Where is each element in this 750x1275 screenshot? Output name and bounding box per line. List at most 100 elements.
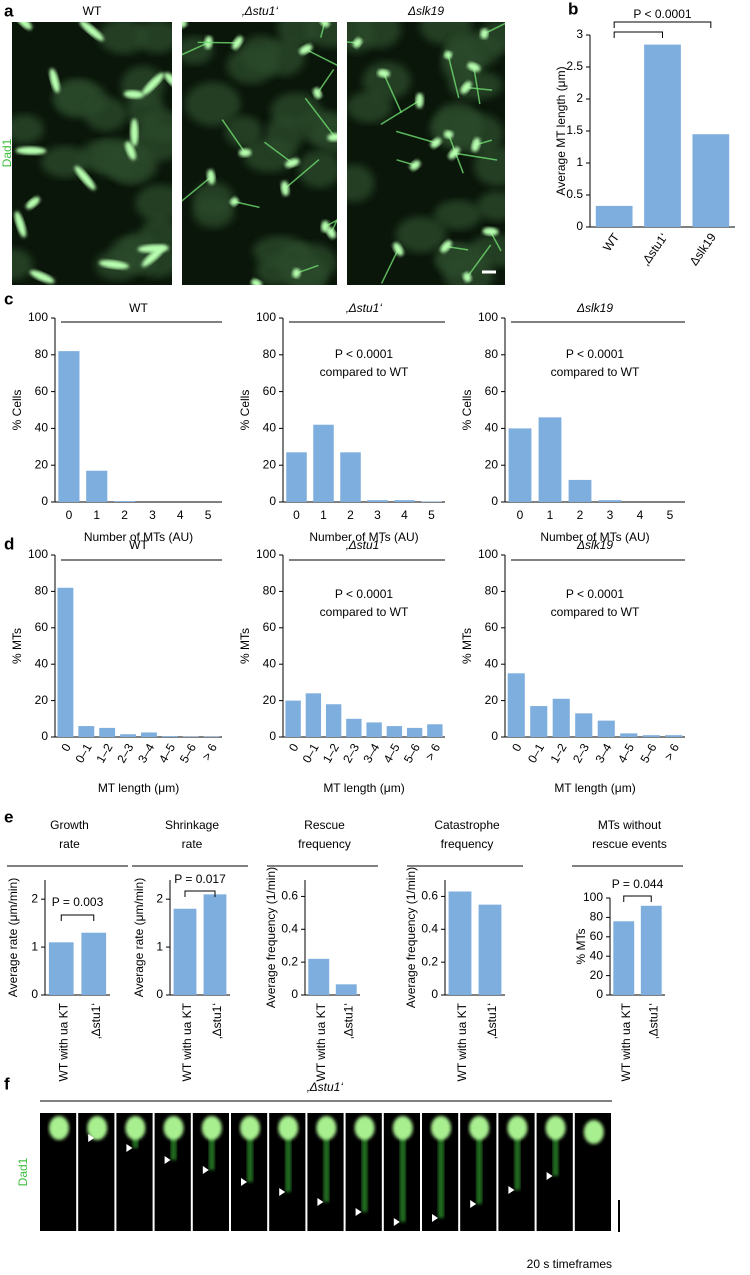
tail (323, 1130, 330, 1202)
significance-bracket (613, 31, 663, 38)
x-tick-label: 5–6 (637, 741, 659, 766)
bar (340, 452, 361, 502)
arrowhead (202, 1166, 209, 1174)
channel-label: Dad1 (0, 138, 14, 167)
x-tick-label: 3–4 (592, 741, 614, 766)
y-tick-label: 0 (291, 987, 298, 1001)
x-tick-label: 3–4 (135, 741, 157, 766)
spindle (98, 260, 129, 269)
spindle (448, 147, 460, 160)
arrowhead (164, 1156, 171, 1164)
y-tick-label: 40 (590, 948, 604, 962)
microtubule (263, 141, 293, 164)
significance-bracket (613, 21, 712, 28)
microtubule (330, 218, 337, 233)
microtubule (182, 176, 212, 202)
x-tick-label: 4–5 (381, 741, 403, 766)
x-axis-label: MT length (μm) (323, 781, 404, 795)
spindle (299, 44, 313, 55)
channel-label: Dad1 (16, 1157, 30, 1186)
chart-title: frequency (298, 837, 351, 851)
arrowhead (470, 1200, 477, 1208)
tail (514, 1130, 521, 1190)
cell (443, 256, 494, 285)
spindle (15, 146, 47, 155)
arrowhead (546, 1172, 553, 1180)
arrowhead (508, 1186, 515, 1194)
cell (474, 145, 505, 187)
y-tick-label: 1.5 (566, 123, 583, 137)
cell (192, 181, 234, 218)
x-tick-label: ‚Δstu1‘ (210, 1003, 224, 1039)
spindle (142, 72, 165, 96)
x-tick-label: 1–2 (93, 741, 115, 766)
x-tick-label: 5 (667, 508, 674, 522)
microtubule (221, 119, 246, 154)
y-tick-label: 0 (41, 494, 48, 508)
x-tick-label: WT with ua KT (619, 1002, 633, 1081)
bar (58, 351, 80, 502)
arrowhead (279, 1188, 286, 1196)
arrowhead (317, 1198, 324, 1206)
cell (135, 184, 172, 222)
kinetochore-blob (507, 1116, 528, 1140)
cell (12, 248, 33, 280)
spindle (230, 197, 239, 206)
y-tick-label: 0 (596, 987, 603, 1001)
tail (170, 1130, 177, 1160)
y-tick-label: 80 (590, 910, 604, 924)
bar (386, 726, 403, 737)
y-tick-label: 100 (478, 310, 498, 324)
bar (57, 587, 74, 737)
annotation: compared to WT (320, 605, 409, 619)
image (12, 22, 172, 284)
spindle (327, 133, 337, 142)
cell (441, 41, 480, 85)
significance-bracket (184, 890, 216, 897)
y-tick-label: 40 (263, 656, 277, 670)
spindle (480, 28, 489, 39)
annotation: compared to WT (551, 365, 640, 379)
spindle (137, 244, 169, 253)
y-tick-label: 80 (263, 584, 277, 598)
y-tick-label: 100 (583, 890, 603, 904)
x-tick-label: 3 (607, 508, 614, 522)
annotation: compared to WT (551, 605, 640, 619)
y-tick-label: 20 (485, 457, 499, 471)
spindle (460, 81, 472, 94)
y-tick-label: 60 (485, 620, 499, 634)
y-tick-label: 0.5 (566, 187, 583, 201)
annotation: P < 0.0001 (335, 587, 393, 601)
spindle (292, 268, 301, 279)
y-axis-label: % Cells (10, 390, 24, 431)
spindle (74, 165, 96, 190)
bar (665, 735, 683, 737)
bar (538, 417, 562, 502)
spindle (123, 90, 144, 99)
spindle (463, 272, 472, 283)
spindle (164, 72, 172, 88)
spindle (409, 160, 421, 171)
spindle (443, 130, 454, 139)
bar (325, 704, 342, 737)
annotation: P = 0.017 (174, 872, 226, 886)
chart-title: Δslk19 (576, 301, 613, 315)
y-tick-label: 2 (576, 91, 583, 105)
y-tick-label: 80 (485, 584, 499, 598)
y-axis-label: % MTs (460, 628, 474, 664)
image-label: WT (83, 4, 102, 18)
arrowhead (432, 1214, 438, 1222)
y-tick-label: 0 (576, 219, 583, 233)
y-tick-label: 20 (35, 693, 49, 707)
y-axis-label: Average rate (μm/min) (132, 878, 146, 997)
spindle (79, 22, 104, 41)
spindle (130, 118, 139, 147)
x-tick-label: WT with ua KT (455, 1002, 469, 1081)
spindle (352, 37, 363, 48)
tail (208, 1130, 215, 1170)
panel-label: f (4, 1074, 10, 1093)
annotation: P = 0.044 (612, 877, 664, 891)
y-tick-label: 100 (28, 547, 48, 561)
x-tick-label: WT with ua KT (314, 1002, 328, 1081)
x-tick-label: 4–5 (156, 741, 178, 766)
